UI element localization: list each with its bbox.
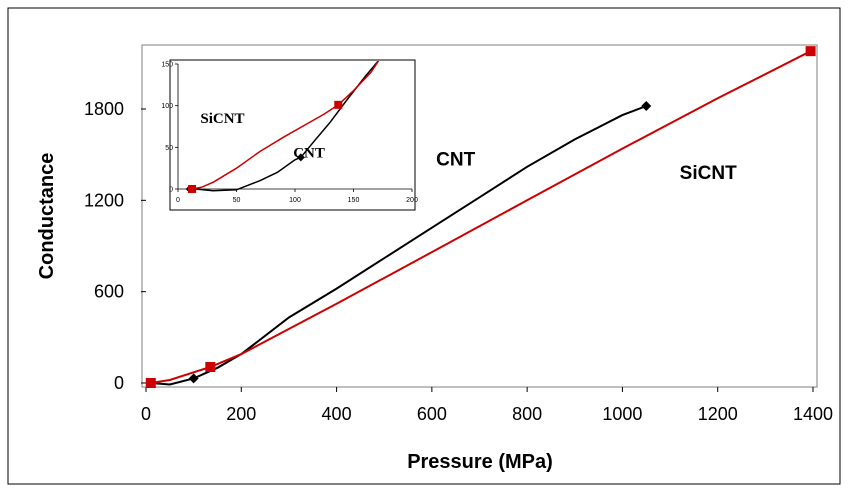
inset-sicnt-series-line <box>191 61 380 190</box>
x-tick-label: 1200 <box>698 404 738 424</box>
y-tick-label: 1800 <box>84 99 124 119</box>
x-tick-label: 1000 <box>602 404 642 424</box>
chart-outer-border <box>7 7 841 485</box>
inset-sicnt-data-point <box>334 100 343 109</box>
cnt-series-annotation: CNT <box>436 149 475 170</box>
inset-y-tick-label: 100 <box>161 103 173 110</box>
x-axis-title: Pressure (MPa) <box>407 451 553 473</box>
inset-cnt-series-line <box>189 61 380 192</box>
inset-cnt-data-point <box>296 153 305 162</box>
sicnt-data-point <box>805 46 816 57</box>
inset-y-tick-label: 150 <box>161 62 173 69</box>
inset-x-ticks: 0 50 100 150 200 <box>176 188 418 204</box>
y-tick-label: 1200 <box>84 190 124 210</box>
x-tick-label: 400 <box>322 404 352 424</box>
inset-series-group <box>185 61 380 193</box>
inset-x-tick-label: 200 <box>406 197 418 204</box>
y-tick-label: 600 <box>94 282 124 302</box>
inset-x-tick-label: 150 <box>348 197 360 204</box>
y-axis-title: Conductance <box>36 153 58 280</box>
main-x-ticks: 0 200 400 600 800 1000 1200 1400 <box>141 387 833 424</box>
sicnt-data-point <box>145 378 156 388</box>
inset-annotations: SiCNT CNT <box>200 111 325 161</box>
x-tick-label: 0 <box>141 404 151 424</box>
main-annotations: CNT SiCNT <box>436 149 737 184</box>
cnt-series-line <box>150 105 647 386</box>
main-series-group <box>145 46 816 388</box>
inset-sicnt-annotation: SiCNT <box>200 111 244 127</box>
y-tick-label: 0 <box>114 373 124 393</box>
inset-x-tick-label: 0 <box>176 197 180 204</box>
inset-frame <box>169 59 416 211</box>
x-tick-label: 800 <box>512 404 542 424</box>
main-plot-area <box>141 44 818 388</box>
sicnt-series-annotation: SiCNT <box>680 163 737 184</box>
inset-y-tick-label: 0 <box>169 187 173 194</box>
inset-x-tick-label: 50 <box>233 197 241 204</box>
inset-y-ticks: 0 50 100 150 <box>161 62 179 194</box>
main-y-ticks: 0 600 1200 1800 <box>84 99 146 393</box>
inset-y-tick-label: 50 <box>165 145 173 152</box>
x-tick-label: 1400 <box>793 404 833 424</box>
inset-sicnt-data-point <box>188 185 197 193</box>
inset-cnt-annotation: CNT <box>293 145 325 161</box>
cnt-data-point <box>188 373 199 384</box>
cnt-data-point <box>641 100 652 111</box>
sicnt-series-line <box>150 50 812 384</box>
sicnt-data-point <box>205 362 216 373</box>
x-tick-label: 200 <box>226 404 256 424</box>
x-tick-label: 600 <box>417 404 447 424</box>
inset-x-tick-label: 100 <box>289 197 301 204</box>
